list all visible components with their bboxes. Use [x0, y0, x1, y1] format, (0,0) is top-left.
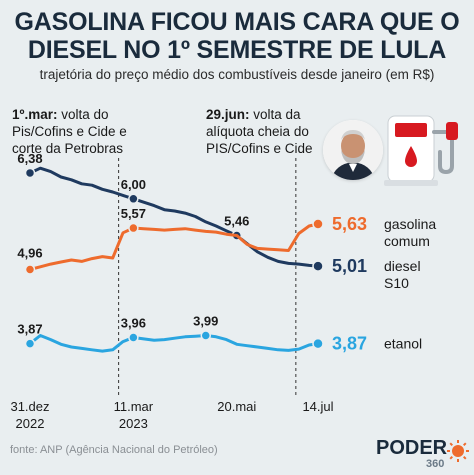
end-point-3: [312, 337, 324, 350]
annotation-right-line-1: 29.jun: volta da: [206, 106, 313, 123]
series-line-2: [28, 222, 320, 271]
portrait-hair: [341, 130, 365, 140]
annotation-left-text-1: volta do: [57, 107, 109, 122]
data-label-3-2: 3,96: [121, 316, 146, 331]
data-label-1-3: 5,46: [224, 214, 249, 229]
data-label-2-2: 5,57: [121, 206, 146, 221]
x-tick-label-3: 20.mai: [217, 399, 256, 414]
portrait-beard: [341, 150, 365, 164]
x-tick-sub-label-2: 2023: [119, 416, 148, 431]
x-tick-sub-label-1: 2022: [16, 416, 45, 431]
pump-display: [395, 123, 427, 137]
data-label-3-3: 3,99: [193, 313, 218, 328]
data-point-2-1: [24, 264, 36, 275]
annotation-right-line-2: alíquota cheia do: [206, 124, 309, 139]
end-value-label-2: 5,63: [332, 214, 367, 234]
end-value-label-3: 3,87: [332, 334, 367, 354]
annotation-left-line-1: 1º.mar: volta do: [12, 106, 127, 123]
source-note: fonte: ANP (Agência Nacional do Petróleo…: [10, 444, 218, 456]
data-label-1-1: 6,38: [17, 151, 42, 166]
logo-graphic: PODER 360: [376, 437, 469, 470]
poder360-logo: PODER 360: [374, 432, 470, 470]
logo-sun-icon: [447, 440, 469, 462]
pump-base: [384, 180, 438, 186]
chart-title-line-1: GASOLINA FICOU MAIS CARA QUE O: [14, 8, 460, 36]
chart-subtitle: trajetória do preço médio dos combustíve…: [39, 67, 435, 82]
annotation-right-text-1: volta da: [249, 107, 301, 122]
logo-sub: 360: [426, 458, 444, 470]
data-point-2-2: [128, 222, 139, 234]
series-label-1: diesel: [384, 258, 421, 274]
data-point-3-2: [128, 332, 139, 343]
data-label-2-1: 4,96: [17, 246, 42, 261]
series-label-1-line-2: S10: [384, 275, 409, 291]
series-line-1: [28, 166, 320, 268]
data-point-3-1: [24, 338, 36, 349]
portrait-illustration: [323, 120, 383, 180]
x-tick-label-2: 11.mar: [114, 399, 154, 414]
series-label-2: gasolina: [384, 216, 436, 232]
fuel-drop-icon: [405, 146, 417, 167]
series-label-2-line-2: comum: [384, 233, 430, 249]
series-line-3: [28, 334, 320, 353]
portrait-shirt: [349, 164, 357, 172]
logo-text: PODER: [376, 437, 448, 459]
fuel-pump-icon: [382, 108, 470, 190]
annotation-left-date: 1º.mar:: [12, 107, 58, 122]
annotation-right-date: 29.jun:: [206, 107, 250, 122]
data-label-3-1: 3,87: [17, 322, 42, 337]
chart-title-line-2: DIESEL NO 1º SEMESTRE DE LULA: [27, 36, 447, 64]
data-point-1-2: [128, 193, 139, 205]
end-point-1: [312, 260, 324, 272]
data-point-1-1: [24, 167, 36, 179]
annotation-left: 1º.mar: volta do Pis/Cofins e Cide e cor…: [12, 106, 127, 157]
x-tick-label-4: 14.jul: [302, 399, 333, 414]
series-label-3: etanol: [384, 336, 422, 352]
data-label-1-2: 6,00: [121, 177, 146, 192]
annotation-right-line-3: PIS/Cofins e Cide: [206, 141, 313, 156]
fuel-pump-graphic: [384, 115, 458, 186]
annotation-right: 29.jun: volta da alíquota cheia do PIS/C…: [206, 106, 313, 157]
x-tick-label-1: 31.dez: [10, 399, 49, 414]
pump-nozzle: [446, 122, 458, 140]
portrait-face: [341, 132, 365, 160]
data-point-3-3: [200, 330, 212, 341]
annotation-left-line-3: corte da Petrobras: [12, 141, 124, 156]
president-portrait: [323, 120, 383, 180]
end-point-2: [312, 218, 324, 230]
annotation-left-line-2: Pis/Cofins e Cide e: [12, 124, 127, 139]
end-value-label-1: 5,01: [332, 256, 367, 276]
